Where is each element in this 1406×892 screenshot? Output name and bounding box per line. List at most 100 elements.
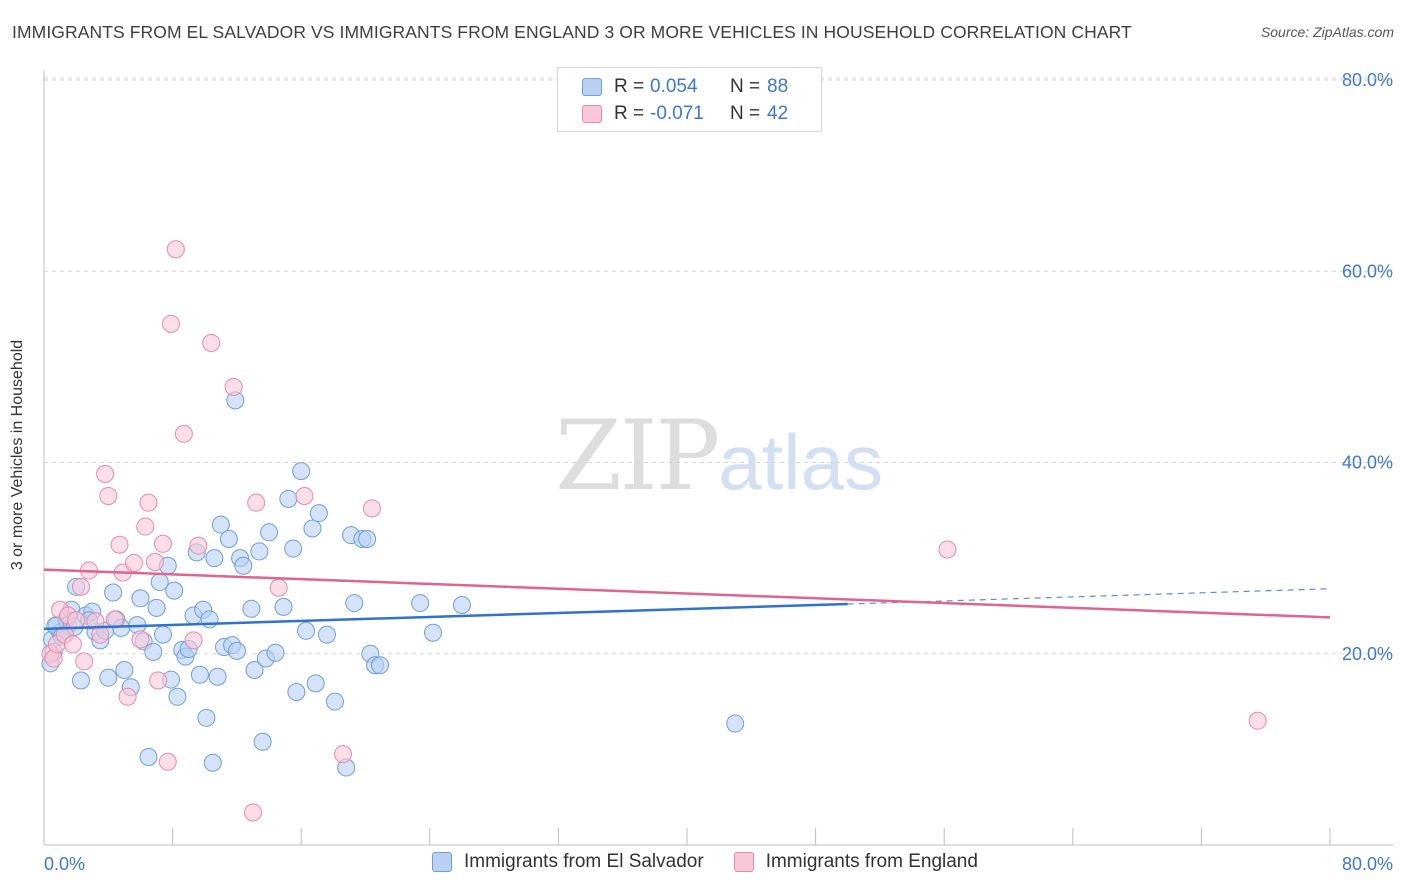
point-el-salvador — [205, 549, 224, 568]
legend-r-label: R = — [614, 103, 645, 124]
point-el-salvador — [260, 523, 279, 542]
point-england — [243, 803, 262, 822]
point-el-salvador — [153, 625, 172, 644]
point-el-salvador — [203, 753, 222, 772]
point-el-salvador — [165, 581, 184, 600]
legend-n-value: 42 — [767, 103, 789, 124]
point-el-salvador — [424, 623, 443, 642]
point-el-salvador — [292, 462, 311, 481]
point-el-salvador — [279, 489, 298, 508]
point-el-salvador — [317, 625, 336, 644]
legend-r-value: 0.054 — [650, 76, 698, 97]
point-england — [67, 611, 86, 630]
point-el-salvador — [208, 667, 227, 686]
point-england — [125, 553, 144, 572]
legend-swatch-blue — [582, 78, 602, 96]
point-england — [161, 314, 180, 333]
source-label: Source: ZipAtlas.com — [1260, 24, 1394, 40]
y-tick-label: 80.0% — [1342, 70, 1393, 90]
point-el-salvador — [245, 661, 264, 680]
y-tick-label: 20.0% — [1342, 644, 1393, 664]
point-el-salvador — [104, 583, 123, 602]
legend-swatch-pink — [582, 105, 602, 123]
point-el-salvador — [139, 748, 158, 767]
point-el-salvador — [197, 708, 216, 727]
point-el-salvador — [345, 594, 364, 613]
point-england — [1248, 711, 1267, 730]
point-england — [91, 625, 110, 644]
point-el-salvador — [284, 539, 303, 558]
legend-row-el-salvador: R = 0.054 N = 88 — [558, 73, 788, 101]
point-el-salvador — [71, 671, 90, 690]
series-legend-label: Immigrants from England — [765, 851, 978, 872]
point-el-salvador — [211, 515, 230, 534]
point-el-salvador — [726, 714, 745, 733]
point-england — [145, 552, 164, 571]
correlation-legend: R = 0.054 N = 88 R = -0.071 N = 42 — [557, 67, 822, 132]
point-england — [71, 577, 90, 596]
point-el-salvador — [200, 610, 219, 629]
point-england — [333, 745, 352, 764]
point-el-salvador — [452, 595, 471, 614]
point-el-salvador — [303, 519, 322, 538]
point-el-salvador — [370, 656, 389, 675]
point-el-salvador — [219, 530, 238, 548]
point-england — [99, 486, 118, 505]
series-legend-label: Immigrants from El Salvador — [464, 851, 704, 872]
point-england — [149, 671, 168, 690]
point-el-salvador — [168, 687, 187, 706]
point-el-salvador — [358, 530, 377, 548]
series-legend-el-salvador: Immigrants from El Salvador — [432, 851, 704, 873]
point-el-salvador — [147, 598, 166, 617]
point-england — [118, 687, 137, 706]
series-swatch-blue — [432, 852, 452, 872]
point-el-salvador — [242, 599, 261, 618]
legend-row-england: R = -0.071 N = 42 — [558, 100, 788, 128]
series-swatch-pink — [733, 852, 754, 872]
point-el-salvador — [253, 732, 272, 751]
point-el-salvador — [99, 668, 118, 687]
point-england — [362, 499, 381, 518]
trend-line-england — [43, 568, 1331, 619]
point-el-salvador — [115, 661, 134, 680]
series-legend-england: Immigrants from England — [733, 851, 978, 873]
legend-r-value: -0.071 — [650, 103, 704, 124]
point-england — [96, 464, 115, 483]
legend-r-label: R = — [614, 76, 645, 97]
point-england — [224, 377, 243, 396]
point-england — [202, 333, 221, 352]
point-england — [131, 630, 150, 649]
legend-n-label: N = — [730, 103, 761, 124]
trend-line-el-salvador — [43, 602, 848, 631]
point-el-salvador — [234, 556, 253, 575]
point-el-salvador — [325, 692, 344, 711]
watermark-zip: ZIP — [555, 400, 720, 512]
point-el-salvador — [309, 504, 328, 523]
point-el-salvador — [227, 641, 246, 660]
x-tick-label: 80.0% — [1342, 854, 1393, 874]
point-england — [247, 493, 266, 512]
point-el-salvador — [131, 589, 150, 608]
point-england — [139, 493, 158, 512]
point-england — [75, 652, 94, 671]
point-el-salvador — [266, 643, 285, 662]
point-england — [938, 540, 957, 559]
point-england — [174, 424, 193, 443]
point-el-salvador — [306, 674, 325, 693]
series-legend: Immigrants from El Salvador Immigrants f… — [432, 851, 1008, 873]
point-el-salvador — [190, 665, 209, 684]
point-england — [189, 536, 208, 555]
y-tick-label: 40.0% — [1342, 453, 1393, 473]
point-england — [136, 517, 155, 536]
legend-n-label: N = — [730, 76, 761, 97]
point-el-salvador — [411, 594, 430, 613]
point-el-salvador — [297, 621, 316, 640]
legend-n-value: 88 — [767, 76, 789, 97]
y-tick-label: 60.0% — [1342, 261, 1393, 281]
point-el-salvador — [287, 683, 306, 701]
point-england — [158, 752, 177, 771]
point-england — [269, 578, 288, 597]
point-england — [166, 240, 185, 259]
point-el-salvador — [250, 542, 269, 561]
